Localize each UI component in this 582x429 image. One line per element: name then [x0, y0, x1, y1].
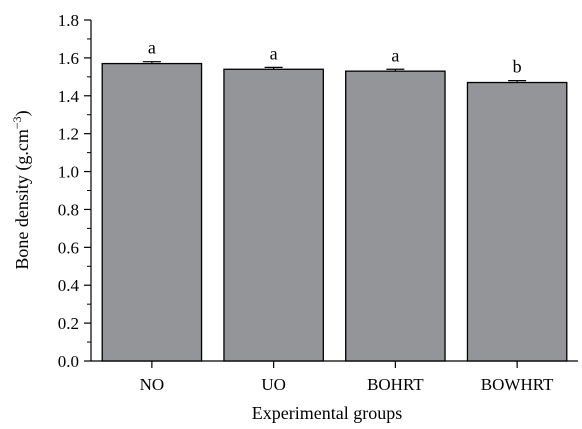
x-axis: NO UO BOHRT BOWHRT — [140, 361, 554, 394]
bar-uo — [223, 68, 324, 362]
x-tick-label: NO — [140, 375, 165, 394]
y-tick-label: 0.2 — [58, 314, 79, 333]
significance-letter: a — [270, 43, 278, 63]
significance-letter: a — [148, 38, 156, 58]
bar-bowhrt — [466, 81, 568, 362]
y-tick-label: 1.8 — [58, 11, 79, 30]
y-tick-label: 1.6 — [58, 49, 79, 68]
y-axis: 0.0 0.2 0.4 0.6 0.8 1.0 1.2 1.4 1.6 1.8 — [58, 11, 91, 371]
y-axis-title-exponent: −3 — [10, 116, 24, 129]
x-axis-title: Experimental groups — [252, 403, 402, 423]
x-tick-label: BOHRT — [367, 375, 424, 394]
y-tick-label: 1.4 — [58, 87, 80, 106]
y-axis-title-close: ) — [12, 110, 33, 116]
significance-letter: b — [513, 57, 522, 77]
bars-group: a a ab — [101, 38, 568, 362]
y-axis-title: Bone density (g.cm−3) — [10, 110, 33, 269]
x-tick-label: UO — [261, 375, 286, 394]
significance-letter: a — [391, 45, 399, 65]
x-tick-label: BOWHRT — [481, 375, 554, 394]
y-tick-label: 0.4 — [58, 276, 80, 295]
bar-no — [101, 62, 203, 362]
y-tick-label: 1.2 — [58, 125, 79, 144]
y-axis-title-main: Bone density (g.cm — [12, 129, 33, 269]
y-tick-label: 0.6 — [58, 238, 79, 257]
y-tick-label: 1.0 — [58, 163, 79, 182]
bar-bohrt — [345, 70, 446, 362]
y-tick-label: 0.0 — [58, 352, 79, 371]
y-tick-label: 0.8 — [58, 200, 79, 219]
